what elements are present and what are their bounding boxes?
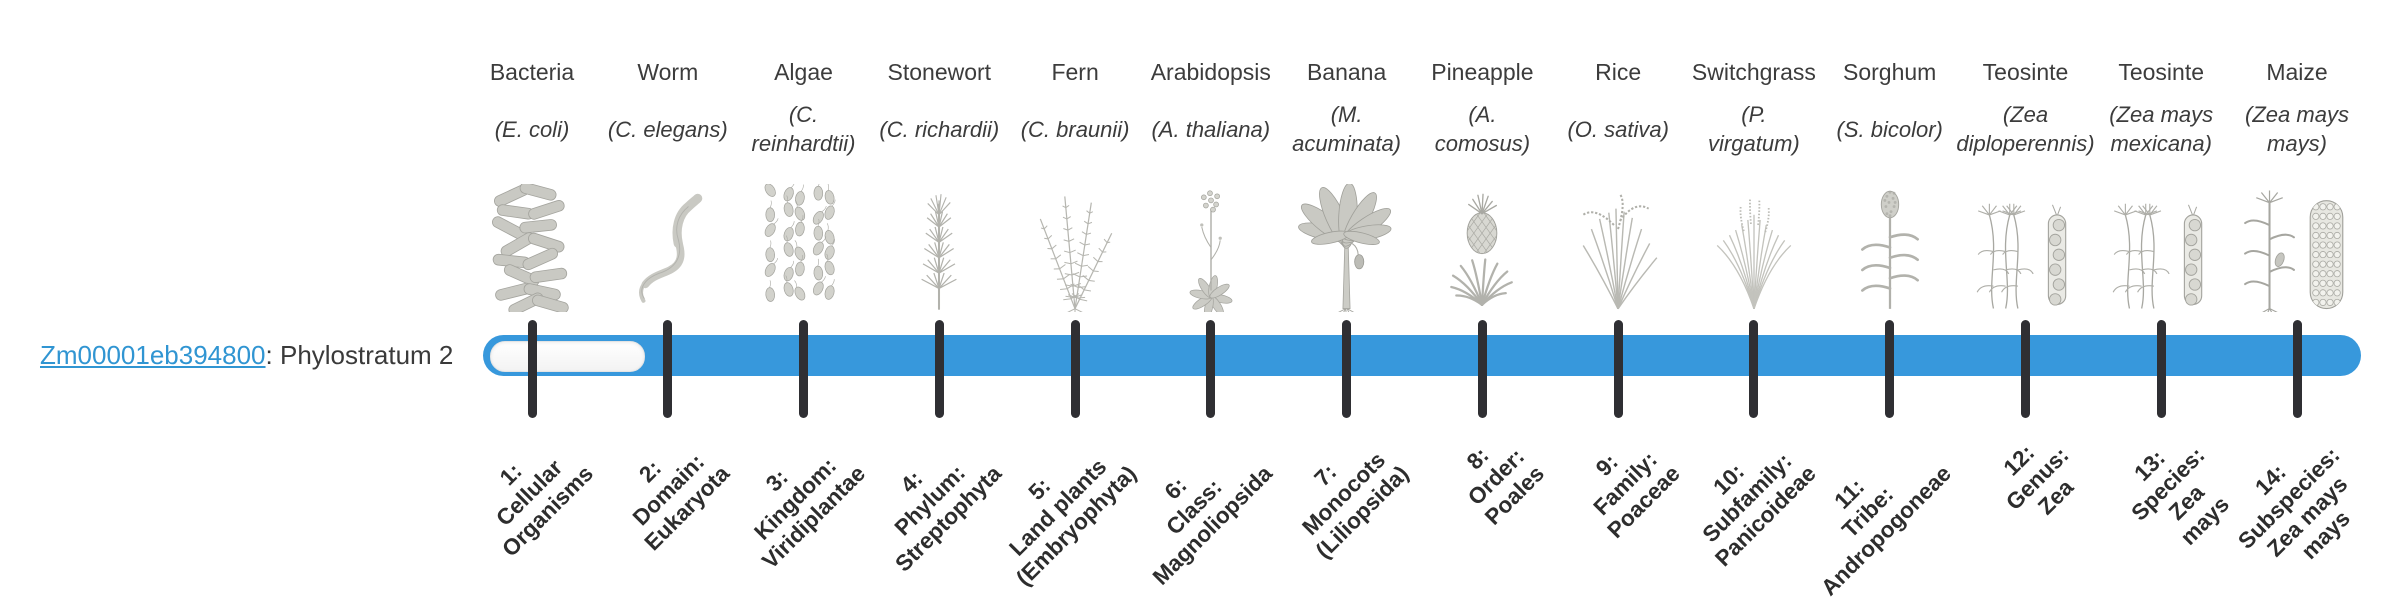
teosinte-mexicana-icon [2103,184,2220,312]
gene-label: Zm00001eb394800: Phylostratum 2 [40,338,453,372]
organism-scientific-name: (Zea mays mexicana) [2109,102,2214,156]
organism-column: Bacteria (E. coli) [462,58,603,312]
organism-name: Banana [1306,59,1387,85]
organism-name: Bacteria [489,59,575,85]
organism-column: Rice (O. sativa) [1548,58,1689,312]
organism-scientific-name: (C. braunii) [1020,116,1130,142]
phylostratum-tick [1749,320,1759,418]
fern-icon [1024,184,1126,312]
phylostratum-label: 7: Monocots (Liliopsida) [1296,447,1413,564]
gene-phylostratum-text: : Phylostratum 2 [265,340,454,370]
phylostratum-label: 1: Cellular Organisms [491,454,599,562]
organism-column: Teosinte (Zea mays mexicana) [2091,58,2232,312]
stonewort-icon [898,184,980,312]
phylostratum-tick [1342,320,1352,418]
phylostratum-tick [1477,320,1487,418]
organism-name: Fern [1051,59,1099,85]
phylostratum-tick [663,320,673,418]
organism-column: Fern (C. braunii) [1005,58,1146,312]
phylostratum-label: 2: Domain: Eukaryota [627,448,735,556]
phylostratum-label: 4: Phylum: Streptophyta [889,459,1006,577]
rice-icon [1572,184,1664,312]
phylostratum-label: 11: Tribe: Andropogoneae [1816,460,1956,601]
sorghum-icon [1849,184,1931,312]
phylostratum-tick [1070,320,1080,418]
arabidopsis-icon [1170,184,1252,312]
organism-scientific-name: (E. coli) [494,116,570,142]
organism-name: Teosinte [1982,59,2069,85]
organism-name: Sorghum [1843,59,1937,85]
banana-icon [1291,184,1403,312]
organism-column: Maize (Zea mays mays) [2227,58,2368,312]
organism-scientific-name: (Zea mays mays) [2245,102,2349,156]
organism-name: Pineapple [1431,59,1534,85]
switchgrass-icon [1708,184,1800,312]
pineapple-icon [1441,184,1523,312]
phylostratum-tick [2021,320,2030,418]
organism-name: Switchgrass [1691,59,1816,85]
timeline-unfilled-segment [490,341,645,372]
phylostratum-label: 14: Subspecies: Zea mays mays [2233,442,2356,564]
organism-column: Switchgrass (P. virgatum) [1683,58,1824,312]
organism-scientific-name: (C. richardii) [879,116,1000,142]
organism-column: Worm (C. elegans) [597,58,738,312]
phylostratum-label: 12: Genus: Zea [1998,439,2079,520]
phylostratum-tick [1613,320,1623,418]
organism-name: Stonewort [887,59,992,85]
organism-column: Banana (M. acuminata) [1276,58,1417,312]
worm-icon [627,184,709,312]
organism-column: Pineapple (A. comosus) [1412,58,1553,312]
organism-name: Maize [2266,59,2328,85]
maize-icon [2239,184,2356,312]
phylostratum-tick [934,320,944,418]
phylostratum-tick [2156,320,2166,418]
organism-name: Teosinte [2118,59,2205,85]
phylostratum-tick [2292,320,2302,418]
organism-column: Teosinte (Zea diploperennis) [1955,58,2096,312]
organism-name: Arabidopsis [1150,59,1271,85]
phylostratum-tick [527,320,537,418]
phylostratum-label: 9: Family: Poaceae [1588,446,1685,543]
organism-scientific-name: (O. sativa) [1567,116,1669,142]
phylostratum-label: 13: Species: Zea mays [2126,442,2234,550]
organism-scientific-name: (S. bicolor) [1836,116,1943,142]
organism-column: Algae (C. reinhardtii) [733,58,874,312]
phylostratum-tick [1885,320,1895,418]
organism-scientific-name: (M. acuminata) [1292,102,1402,156]
organism-column: Arabidopsis (A. thaliana) [1140,58,1281,312]
organism-scientific-name: (A. thaliana) [1151,116,1271,142]
gene-id-link[interactable]: Zm00001eb394800 [40,340,266,370]
organism-scientific-name: (A. comosus) [1434,102,1531,156]
phylostratum-label: 6: Class: Magnoliopsida [1148,460,1278,590]
teosinte-diploperennis-icon [1967,184,2084,312]
bacteria-icon [491,184,573,312]
organism-scientific-name: (P. virgatum) [1708,102,1800,156]
phylostrata-timeline-bar [483,335,2361,376]
organism-name: Rice [1595,59,1642,85]
phylostratigraphy-figure: Zm00001eb394800: Phylostratum 2 Bacteria… [40,58,2368,600]
phylostratum-label: 3: Kingdom: Viridiplantae [749,452,870,574]
organism-scientific-name: (C. reinhardtii) [751,102,856,156]
organism-column: Sorghum (S. bicolor) [1819,58,1960,312]
phylostratum-label: 8: Order: Poales [1461,442,1549,530]
organism-column: Stonewort (C. richardii) [869,58,1010,312]
algae-icon [762,184,845,312]
organism-name: Algae [774,59,833,85]
phylostratum-label: 5: Land plants (Embryophyta) [1004,453,1142,591]
phylostratum-tick [1206,320,1216,418]
organism-scientific-name: (Zea diploperennis) [1956,102,2095,156]
organism-name: Worm [637,59,699,85]
organism-scientific-name: (C. elegans) [607,116,728,142]
phylostratum-tick [799,320,808,418]
